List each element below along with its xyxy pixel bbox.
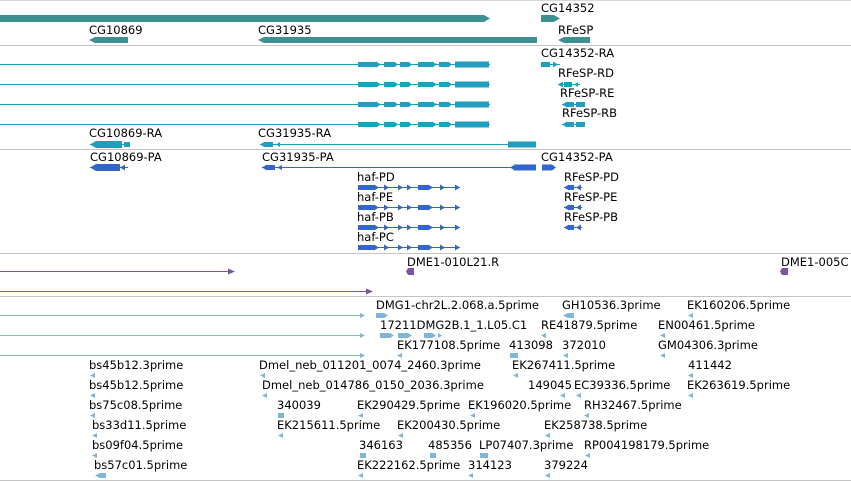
est-label: 411442 — [688, 359, 732, 372]
gene-feature-RFeSP[interactable] — [558, 37, 590, 43]
gene-feature-CG14352[interactable] — [541, 15, 560, 22]
protein-label-RFeSP-PD: RFeSP-PD — [564, 171, 619, 184]
est-label: GM04306.3prime — [658, 339, 758, 352]
est-EK215611[interactable] — [278, 433, 283, 438]
est-label: bs45b12.5prime — [89, 379, 183, 392]
est-label: Dmel_neb_011201_0074_2460.3prime — [259, 359, 481, 372]
gene-label-RFeSP: RFeSP — [558, 24, 593, 37]
transcript-label-CG14352-RA: CG14352-RA — [541, 47, 614, 60]
protein-label-RFeSP-PB: RFeSP-PB — [564, 211, 618, 224]
est-label: bs09f04.5prime — [92, 439, 183, 452]
est-label: RH32467.5prime — [584, 399, 682, 412]
est-label: RP004198179.5prime — [584, 439, 709, 452]
est-Dmel_neb_014786[interactable] — [262, 393, 267, 398]
gene-label-CG14352: CG14352 — [541, 2, 595, 15]
transcript-label-CG31935-RA: CG31935-RA — [258, 127, 331, 140]
est-label: bs33d11.5prime — [92, 419, 186, 432]
clone-label-DME1-010L21: DME1-010L21.R — [407, 256, 499, 269]
est-label: EK160206.5prime — [687, 299, 790, 312]
est-read-long-2[interactable] — [0, 333, 365, 338]
est-label: bs57c01.5prime — [94, 459, 187, 472]
transcript-haf-2[interactable] — [0, 82, 490, 88]
protein-label-CG31935-PA: CG31935-PA — [262, 151, 334, 164]
est-label: EK177108.5prime — [397, 339, 500, 352]
protein-CG31935-PA[interactable] — [262, 165, 536, 171]
est-label: EK215611.5prime — [277, 419, 380, 432]
est-label: 340039 — [277, 399, 321, 412]
est-GM04306[interactable] — [660, 353, 665, 358]
protein-label-RFeSP-PE: RFeSP-PE — [564, 191, 617, 204]
est-bs57c01[interactable] — [95, 473, 106, 478]
est-EK267411[interactable] — [513, 373, 518, 378]
transcript-RFeSP-RB[interactable] — [562, 122, 585, 128]
est-label: Dmel_neb_014786_0150_2036.3prime — [262, 379, 484, 392]
gene-feature-left[interactable] — [0, 15, 490, 22]
est-label: EN00461.5prime — [658, 319, 755, 332]
est-label: EC39336.5prime — [574, 379, 670, 392]
est-label: DMG1-chr2L.2.068.a.5prime — [376, 299, 539, 312]
gene-feature-CG31935[interactable] — [258, 37, 537, 43]
protein-label-haf-PC: haf-PC — [357, 231, 394, 244]
est-read-long-1[interactable] — [0, 313, 365, 318]
gene-label-CG31935: CG31935 — [258, 24, 312, 37]
est-label: EK258738.5prime — [544, 419, 647, 432]
est-label: EK267411.5prime — [512, 359, 615, 372]
transcript-label-CG10869-RA: CG10869-RA — [89, 127, 162, 140]
est-label: bs45b12.3prime — [89, 359, 183, 372]
protein-CG14352-PA[interactable] — [542, 165, 556, 171]
est-label: bs75c08.5prime — [89, 399, 182, 412]
protein-label-CG14352-PA: CG14352-PA — [541, 151, 613, 164]
est-label: LP07407.3prime — [479, 439, 573, 452]
est-label: EK196020.5prime — [468, 399, 571, 412]
transcript-label-RFeSP-RE: RFeSP-RE — [560, 87, 614, 100]
est-label: EK200430.5prime — [397, 419, 500, 432]
transcript-label-RFeSP-RB: RFeSP-RB — [562, 107, 617, 120]
protein-label-haf-PE: haf-PE — [357, 191, 393, 204]
transcript-CG31935-RA[interactable] — [260, 142, 536, 148]
transcript-CG10869-RA[interactable] — [90, 141, 130, 148]
protein-haf-PC[interactable] — [358, 245, 460, 251]
est-label: 346163 — [359, 439, 403, 452]
est-label: 485356 — [428, 439, 472, 452]
protein-RFeSP-PB[interactable] — [564, 225, 582, 231]
est-label: 314123 — [468, 459, 512, 472]
est-EK263619[interactable] — [688, 393, 693, 398]
est-label: 413098 — [509, 339, 553, 352]
transcript-haf-3[interactable] — [0, 102, 490, 108]
est-EK222162[interactable] — [358, 473, 363, 478]
clone-label-DME1-005C: DME1-005C — [781, 256, 849, 269]
est-label: RE41879.5prime — [541, 319, 637, 332]
est-EC39336[interactable] — [576, 393, 581, 398]
est-label: 372010 — [562, 339, 606, 352]
clone-DME1-010L21.R[interactable] — [406, 268, 414, 275]
protein-track — [90, 164, 582, 251]
clone-feature-1[interactable] — [0, 269, 235, 275]
est-label: GH10536.3prime — [562, 299, 661, 312]
transcript-haf-1[interactable] — [0, 62, 490, 68]
protein-label-haf-PD: haf-PD — [357, 171, 395, 184]
clone-DME1-005C[interactable] — [780, 268, 788, 275]
clone-track — [0, 268, 788, 295]
est-379224[interactable] — [545, 473, 550, 478]
est-314123[interactable] — [468, 473, 473, 478]
transcript-haf-4[interactable] — [0, 122, 490, 128]
gene-label-CG10869: CG10869 — [89, 24, 143, 37]
est-label: 17211DMG2B.1_1.L05.C1 — [380, 319, 527, 332]
protein-CG10869-PA[interactable] — [90, 164, 128, 171]
clone-feature-2[interactable] — [0, 289, 373, 295]
gene-feature-CG10869[interactable] — [89, 37, 128, 43]
est-label: EK222162.5prime — [357, 459, 460, 472]
est-label: EK290429.5prime — [357, 399, 460, 412]
est-label: 149045 — [528, 379, 572, 392]
protein-label-haf-PB: haf-PB — [357, 211, 394, 224]
est-label: 379224 — [544, 459, 588, 472]
protein-label-CG10869-PA: CG10869-PA — [90, 151, 162, 164]
transcript-label-RFeSP-RD: RFeSP-RD — [558, 67, 614, 80]
est-label: EK263619.5prime — [687, 379, 790, 392]
